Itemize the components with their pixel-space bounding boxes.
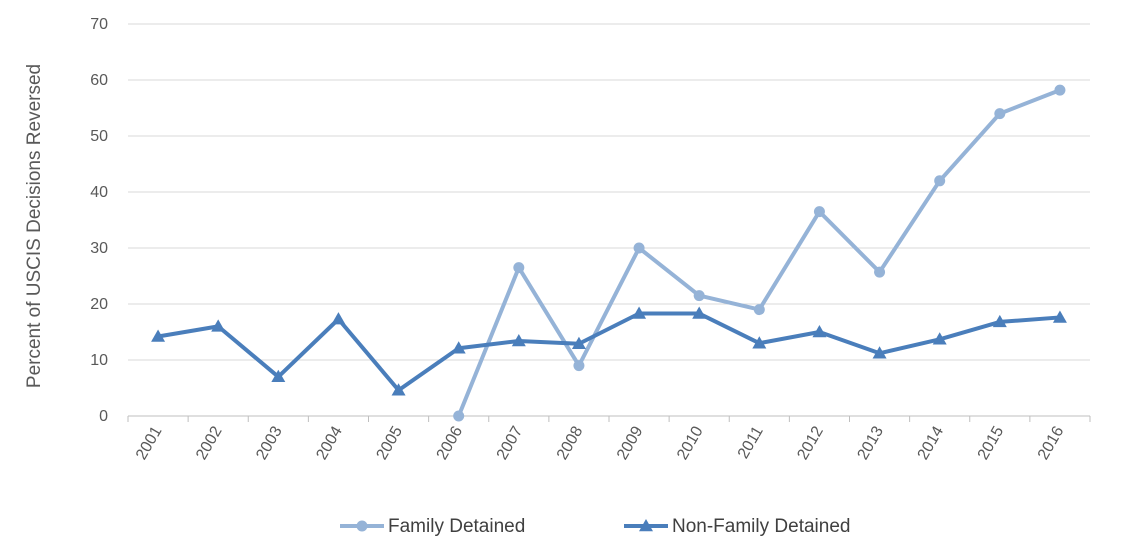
x-tick-label: 2013	[855, 423, 888, 462]
y-tick-label: 10	[90, 352, 108, 369]
y-tick-label: 0	[99, 408, 108, 425]
x-tick-label: 2007	[494, 423, 527, 462]
data-point	[693, 290, 705, 302]
data-point	[752, 336, 767, 349]
data-point	[632, 306, 647, 319]
series-1	[151, 306, 1067, 396]
data-point	[331, 312, 346, 325]
x-tick-label: 2006	[434, 423, 467, 462]
legend-marker	[356, 520, 368, 532]
data-point	[872, 346, 887, 359]
y-tick-label: 40	[90, 184, 108, 201]
x-tick-label: 2003	[253, 423, 286, 462]
data-point	[934, 175, 946, 187]
data-point	[451, 341, 466, 354]
legend-marker	[639, 519, 653, 532]
data-point	[874, 266, 886, 278]
data-point	[573, 360, 585, 372]
data-point	[211, 319, 226, 332]
legend-label: Non-Family Detained	[672, 516, 850, 537]
legend-item: Non-Family Detained	[624, 516, 850, 537]
x-tick-label: 2009	[614, 423, 647, 462]
data-point	[992, 314, 1007, 328]
x-tick-label: 2016	[1035, 423, 1068, 462]
x-tick-label: 2005	[374, 423, 407, 462]
data-point	[271, 369, 286, 383]
y-tick-label: 20	[90, 296, 108, 313]
data-point	[753, 304, 765, 316]
x-tick-label: 2010	[674, 423, 707, 462]
y-axis-title: Percent of USCIS Decisions Reversed	[24, 64, 45, 388]
data-point	[571, 336, 586, 350]
series-lines	[151, 84, 1067, 422]
axes: 0 10 20 30 40 50 60 70 2001 2002 2003 2004 2005 2006 2…	[90, 16, 1091, 463]
gridlines	[128, 23, 1090, 361]
y-tick-label: 70	[90, 16, 108, 33]
x-tick-label: 2004	[313, 423, 346, 462]
series-line	[456, 88, 1062, 418]
data-point	[151, 329, 166, 342]
x-tick-label: 2015	[975, 423, 1008, 462]
data-point	[932, 332, 947, 345]
y-tick-label: 60	[90, 72, 108, 89]
x-tick-label: 2012	[794, 423, 827, 462]
data-point	[813, 206, 825, 218]
x-tick-label: 2011	[735, 423, 767, 461]
x-tick-label: 2002	[193, 423, 226, 462]
series-0	[453, 84, 1066, 422]
data-point	[511, 333, 526, 347]
data-point	[391, 383, 406, 396]
data-point	[513, 262, 525, 274]
data-point	[633, 242, 645, 254]
x-tick-label: 2014	[915, 423, 948, 462]
data-point	[812, 325, 827, 338]
legend-label: Family Detained	[388, 516, 525, 537]
legend-item: Family Detained	[340, 516, 525, 537]
data-point	[1052, 310, 1067, 323]
y-tick-label: 30	[90, 240, 108, 257]
legend: Family Detained Non-Family Detained	[340, 516, 850, 537]
data-point	[453, 410, 465, 422]
y-tick-label: 50	[90, 128, 108, 145]
data-point	[1054, 84, 1066, 96]
x-tick-label: 2008	[554, 423, 587, 462]
x-tick-label: 2001	[133, 423, 166, 462]
data-point	[994, 108, 1006, 120]
series-line	[156, 311, 1062, 393]
data-point	[692, 306, 707, 319]
